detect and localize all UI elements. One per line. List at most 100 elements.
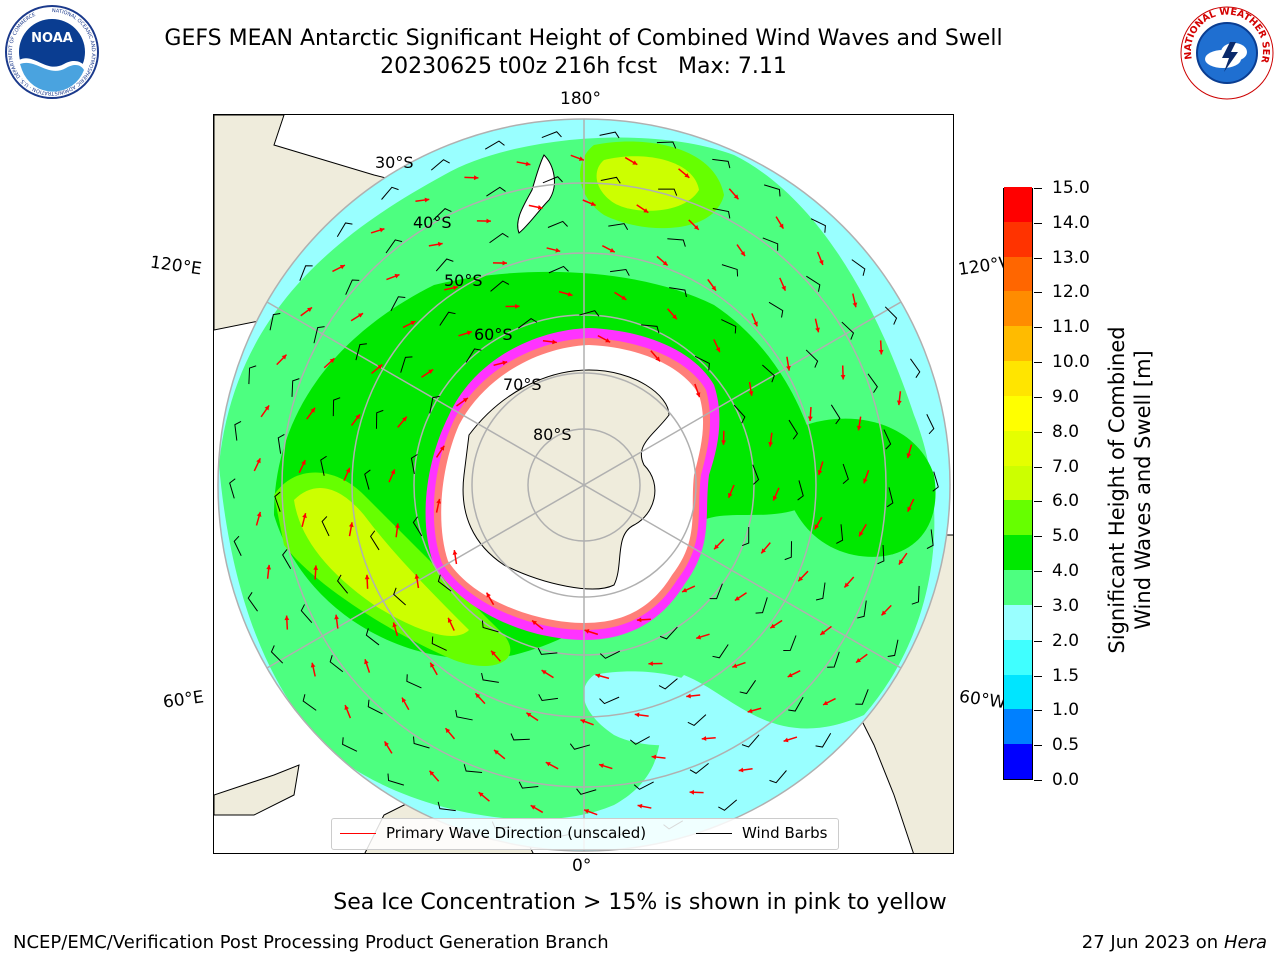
wind-barb [277,433,285,454]
wave-direction-arrow [300,306,313,317]
wind-barb [234,420,242,441]
wind-barb [815,733,832,748]
wave-direction-arrow [595,673,610,680]
colorbar-title: Significant Height of Combined Wind Waves… [1098,300,1162,680]
noaa-logo: NOAA NATIONAL OCEANIC AND ATMOSPHERIC AD… [5,5,99,99]
wave-direction-arrow [528,204,543,210]
wind-barb [229,478,236,499]
wave-direction-arrow [822,697,836,706]
wave-direction-arrow [807,406,813,422]
colorbar-tick-label: 4.0 [1052,561,1080,582]
chart-subtitle: 20230625 t00z 216h fcst Max: 7.11 [380,54,787,79]
colorbar-segment [1004,360,1032,396]
wave-direction-arrow [435,498,441,513]
wave-direction-arrow [728,188,740,200]
colorbar-tick-label: 7.0 [1052,456,1080,477]
colorbar-tick-label: 11.0 [1052,317,1090,338]
wave-direction-arrow [530,804,544,814]
wind-barb [465,348,482,363]
wave-direction-arrow [814,318,820,333]
colorbar-title-line1: Significant Height of Combined [1105,326,1129,654]
wind-barb [412,516,423,537]
wind-barb [810,218,826,233]
wave-direction-arrow [541,669,554,679]
wave-direction-arrow [747,707,762,714]
colorbar-tick-label: 5.0 [1052,526,1080,547]
wind-barb [490,280,510,292]
wind-barb [538,694,558,702]
wave-direction-arrow [701,736,716,741]
colorbar-tick-label: 0.5 [1052,735,1080,756]
wave-direction-arrow [383,741,393,754]
lon-label-0: 0° [572,856,592,876]
wave-direction-arrow [464,175,479,181]
wind-barb [641,324,660,334]
wave-direction-arrow [478,791,490,802]
wave-direction-arrow [614,291,627,301]
wind-barb [365,628,380,646]
legend-wind-barbs: Wind Barbs [696,824,827,842]
wind-barb [345,279,360,295]
wave-direction-arrow [907,498,915,513]
wave-direction-arrow [310,662,316,677]
wave-direction-arrow [597,334,611,343]
wave-direction-arrow [284,615,290,630]
wind-barb [658,678,678,690]
sea-ice-caption: Sea Ice Concentration > 15% is shown in … [333,890,947,915]
colorbar-tick-label: 13.0 [1052,247,1090,268]
colorbar-tick [1034,257,1042,259]
wave-direction-arrow [751,313,758,327]
wind-barb [332,397,341,417]
colorbar-tick [1034,640,1042,642]
wind-barb [455,709,473,721]
colorbar-segment [1004,465,1032,501]
wind-barb [830,404,841,425]
wind-barb [884,306,898,325]
wind-barb [783,635,797,651]
wave-direction-arrow [787,670,801,678]
wind-barb [537,647,558,655]
wave-direction-arrow [493,360,508,367]
wave-direction-arrow [584,629,599,636]
wave-direction-arrow [598,763,613,770]
colorbar-tick [1034,675,1042,677]
wave-direction-arrow [694,383,701,398]
wind-barb [886,487,894,508]
wave-direction-arrow [650,350,661,362]
wind-barb [248,365,257,385]
wave-direction-arrow [429,662,438,676]
colorbar-tick [1034,605,1042,607]
wind-barb [762,237,779,251]
colorbar-tick-label: 9.0 [1052,386,1080,407]
wind-barb [435,258,454,272]
map-legend: Primary Wave Direction (unscaled) Wind B… [331,818,839,850]
lon-label-120e: 120°E [148,252,203,280]
wave-direction-arrow [301,513,307,527]
wave-direction-arrow [266,564,272,579]
wind-barb [788,419,799,440]
colorbar-tick [1034,571,1042,573]
map-panel [213,114,954,854]
wave-direction-arrow [276,354,288,366]
wave-direction-arrow [542,339,557,345]
wind-barb [629,736,650,745]
legend-barb-label: Wind Barbs [742,824,828,842]
colorbar-segment [1004,499,1032,536]
wave-direction-arrow [435,445,445,458]
wind-barb [718,799,738,811]
wave-direction-arrow [493,749,506,760]
wind-barb [355,343,367,361]
wind-barb [329,655,344,673]
wave-direction-arrow [386,273,400,281]
wave-direction-arrow [394,523,400,538]
wind-barb [599,650,620,659]
wave-direction-arrow [255,511,262,526]
wind-barb [694,355,710,371]
colorbar-segment [1004,186,1032,222]
wind-barb [413,736,430,749]
wind-barb [797,480,804,501]
wave-direction-arrow [732,661,746,668]
wind-barb [429,395,440,414]
colorbar-tick-label: 6.0 [1052,491,1080,512]
colorbar-tick-label: 1.0 [1052,700,1080,721]
